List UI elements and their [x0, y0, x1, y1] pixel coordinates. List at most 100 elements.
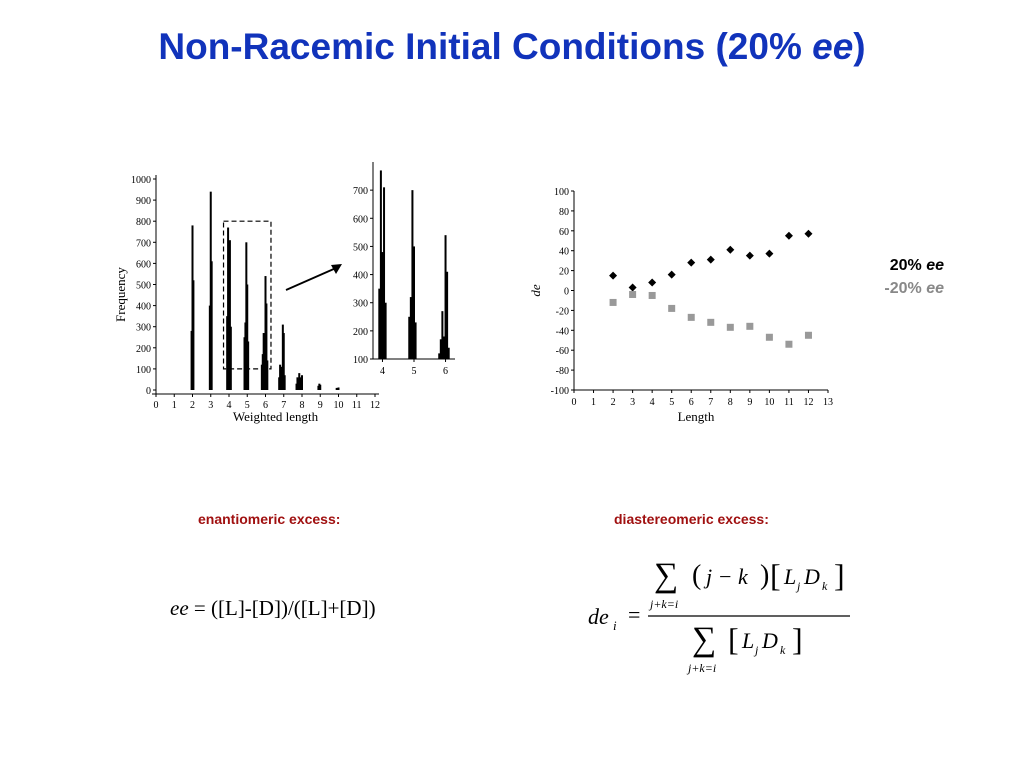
de-den-k: k [780, 643, 786, 657]
freq-x-tick-label: 12 [370, 400, 380, 411]
freq-bar [282, 333, 285, 390]
freq-y-tick-label: 100 [136, 365, 151, 376]
freq-y-tick-label: 0 [146, 386, 151, 397]
de-formula-lhs: de [588, 604, 609, 629]
slide-title: Non-Racemic Initial Conditions (20% ee) [0, 26, 1024, 68]
slide-title-main: Non-Racemic Initial Conditions (20% [158, 26, 813, 67]
legend-negative-pct: -20% [884, 280, 927, 297]
de-x-tick-label: 5 [669, 397, 674, 408]
de-point-negative [707, 318, 715, 326]
scatter-legend: 20% ee -20% ee [860, 254, 944, 300]
de-x-tick-label: 3 [630, 397, 635, 408]
de-point-positive [784, 231, 793, 240]
freq-y-tick-label: 500 [136, 281, 151, 292]
de-den-D: D [761, 628, 778, 653]
zoom-arrow-line [285, 267, 337, 291]
inset-bar [442, 336, 445, 359]
de-heading: diastereomeric excess: [614, 511, 769, 527]
slide-title-ee: ee [812, 26, 854, 67]
freq-y-axis-title: Frequency [113, 267, 128, 322]
de-den-L: L [741, 628, 754, 653]
freq-x-tick-label: 2 [190, 400, 195, 411]
de-num-L: L [783, 564, 796, 589]
de-x-tick-label: 12 [803, 397, 813, 408]
de-num-k: k [822, 579, 828, 593]
de-y-tick-label: 100 [554, 187, 569, 198]
de-point-negative [668, 304, 676, 312]
de-num-paren-content: j − k [703, 564, 749, 589]
de-formula-lhs-sub: i [613, 618, 617, 633]
inset-bar [408, 316, 411, 359]
de-den-bracket-open: [ [728, 621, 739, 657]
freq-x-tick-label: 10 [334, 400, 344, 411]
freq-x-axis-title: Weighted length [233, 409, 319, 424]
de-point-positive [804, 229, 813, 238]
ee-formula-rest: = ([L]-[D])/([L]+[D]) [188, 596, 376, 620]
de-num-paren-close: ) [760, 560, 769, 591]
de-point-negative [609, 298, 617, 306]
de-y-tick-label: 60 [559, 227, 569, 238]
de-y-tick-label: 40 [559, 247, 569, 258]
freq-x-tick-label: 3 [208, 400, 213, 411]
inset-bar [446, 271, 449, 359]
freq-bar [246, 284, 249, 390]
inset-y-tick-label: 300 [353, 299, 368, 310]
de-num-j: j [795, 579, 801, 593]
de-point-positive [765, 249, 774, 258]
legend-positive: 20% ee [860, 254, 944, 277]
de-point-positive [628, 283, 637, 292]
legend-negative-ee: ee [926, 280, 944, 297]
de-x-tick-label: 11 [784, 397, 794, 408]
zoom-arrowhead [331, 264, 342, 274]
de-formula: de i = ∑ j+k=i ( j − k ) [ L j D k ] ∑ j… [588, 557, 850, 675]
legend-positive-ee: ee [926, 257, 944, 274]
inset-bar [409, 297, 412, 359]
de-y-tick-label: 20 [559, 267, 569, 278]
de-den-sum-limits: j+k=i [686, 661, 716, 675]
de-num-sum-limits: j+k=i [648, 597, 678, 611]
ee-heading: enantiomeric excess: [198, 511, 341, 527]
inset-bar [447, 347, 450, 359]
freq-y-tick-label: 400 [136, 302, 151, 313]
de-point-positive [726, 245, 735, 254]
freq-y-tick-label: 700 [136, 238, 151, 249]
ee-formula: ee = ([L]-[D])/([L]+[D]) [170, 596, 376, 621]
inset-y-tick-label: 100 [353, 355, 368, 366]
zoom-box [222, 220, 272, 370]
de-y-tick-label: 80 [559, 207, 569, 218]
de-x-tick-label: 7 [708, 397, 713, 408]
de-point-positive [745, 251, 754, 260]
freq-bar [283, 375, 286, 390]
de-num-bracket-close: ] [834, 557, 845, 593]
inset-bar [444, 235, 447, 359]
de-x-tick-label: 10 [764, 397, 774, 408]
de-point-positive [687, 258, 696, 267]
freq-x-tick-label: 11 [352, 400, 362, 411]
freq-y-tick-label: 300 [136, 323, 151, 334]
de-x-tick-label: 9 [747, 397, 752, 408]
de-y-axis-title: de [528, 284, 543, 297]
freq-y-tick-label: 900 [136, 196, 151, 207]
de-y-tick-label: -40 [556, 326, 569, 337]
freq-x-tick-label: 1 [172, 400, 177, 411]
freq-bar [301, 375, 303, 390]
de-point-negative [765, 333, 773, 341]
de-point-positive [648, 278, 657, 287]
inset-y-tick-label: 700 [353, 186, 368, 197]
inset-bar [439, 339, 442, 359]
legend-positive-pct: 20% [889, 257, 927, 274]
freq-x-tick-label: 7 [281, 400, 286, 411]
freq-bar [335, 387, 338, 390]
freq-y-tick-label: 800 [136, 217, 151, 228]
de-point-negative [726, 323, 734, 331]
de-x-tick-label: 13 [823, 397, 833, 408]
de-den-bracket-close: ] [792, 621, 803, 657]
inset-x-tick-label: 5 [412, 366, 417, 377]
freq-x-tick-label: 5 [245, 400, 250, 411]
de-num-bracket-open: [ [770, 557, 781, 593]
de-den-j: j [753, 643, 759, 657]
inset-bar [413, 246, 415, 359]
inset-bar [379, 170, 382, 359]
inset-x-tick-label: 4 [380, 366, 385, 377]
inset-bar [441, 311, 444, 359]
